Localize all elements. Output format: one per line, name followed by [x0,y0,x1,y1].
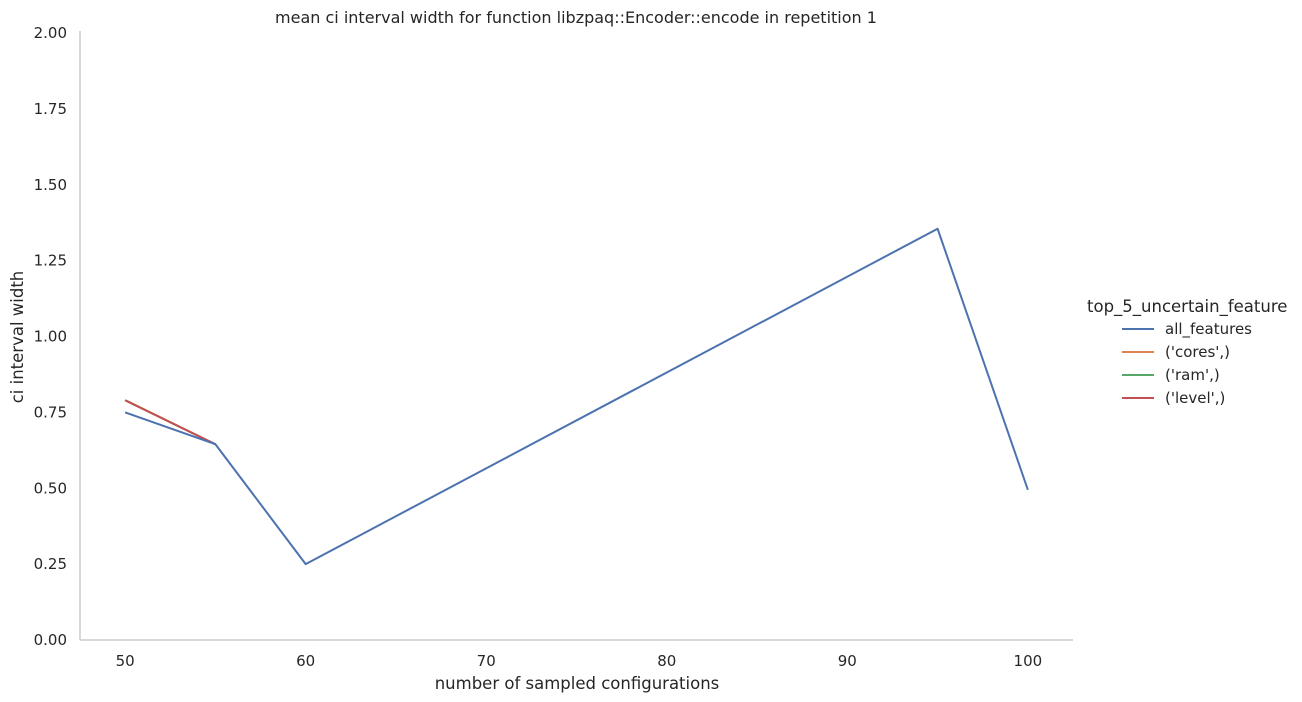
x-tick-label: 80 [657,652,676,670]
x-axis-title: number of sampled configurations [435,674,720,693]
series-lines [124,227,1029,566]
y-tick-label: 1.75 [34,100,67,118]
series-line-0 [124,227,1029,566]
legend-title: top_5_uncertain_feature [1087,297,1287,317]
x-tick-label: 60 [296,652,315,670]
legend-label: ('cores',) [1165,343,1230,361]
y-axis-title: ci interval width [8,271,27,404]
y-tick-label: 0.75 [34,403,67,421]
x-tick-label: 50 [116,652,135,670]
x-tick-label: 100 [1014,652,1043,670]
y-tick-labels: 0.00 0.25 0.50 0.75 1.00 1.25 1.50 1.75 2.00 [34,24,67,649]
legend-label: ('level',) [1165,389,1225,407]
x-tick-label: 90 [838,652,857,670]
y-tick-label: 0.50 [34,479,67,497]
legend-label: all_features [1165,320,1252,339]
y-tick-label: 0.00 [34,631,67,649]
y-tick-label: 1.50 [34,176,67,194]
legend: top_5_uncertain_feature all_features ('co… [1087,297,1287,407]
y-tick-label: 1.00 [34,328,67,346]
x-tick-label: 70 [477,652,496,670]
legend-label: ('ram',) [1165,366,1220,384]
y-tick-label: 0.25 [34,555,67,573]
y-tick-label: 1.25 [34,252,67,270]
series-line-3 [124,399,216,446]
chart-title: mean ci interval width for function libz… [275,8,877,27]
x-tick-labels: 50 60 70 80 90 100 [116,652,1043,670]
y-tick-label: 2.00 [34,24,67,42]
